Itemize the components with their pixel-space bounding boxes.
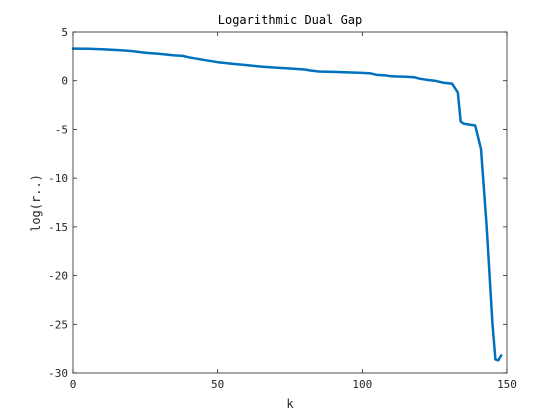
x-tick-label: 100 xyxy=(352,378,372,391)
y-tick-label: -20 xyxy=(48,270,68,283)
x-tick-label: 150 xyxy=(497,378,517,391)
y-tick-label: 5 xyxy=(61,26,68,39)
y-tick-label: -5 xyxy=(55,123,68,136)
y-tick-label: -30 xyxy=(48,367,68,380)
x-axis-label: k xyxy=(286,397,294,411)
axes-box xyxy=(72,31,508,374)
y-tick-label: -25 xyxy=(48,318,68,331)
x-tick-label: 0 xyxy=(70,378,77,391)
plot-area xyxy=(73,32,507,373)
y-tick-label: -15 xyxy=(48,221,68,234)
chart-title: Logarithmic Dual Gap xyxy=(218,13,363,27)
y-tick-label: 0 xyxy=(61,75,68,88)
x-tick-label: 50 xyxy=(211,378,224,391)
series-line xyxy=(71,47,503,362)
y-axis-label: log(r..) xyxy=(29,174,43,232)
y-tick-label: -10 xyxy=(48,172,68,185)
